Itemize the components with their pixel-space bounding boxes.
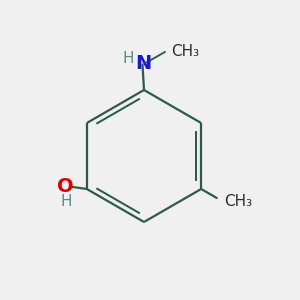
Text: N: N [135,54,151,74]
Text: O: O [57,177,74,196]
Text: H: H [122,51,134,66]
Text: CH₃: CH₃ [224,194,252,208]
Text: H: H [61,194,73,208]
Text: CH₃: CH₃ [171,44,199,59]
